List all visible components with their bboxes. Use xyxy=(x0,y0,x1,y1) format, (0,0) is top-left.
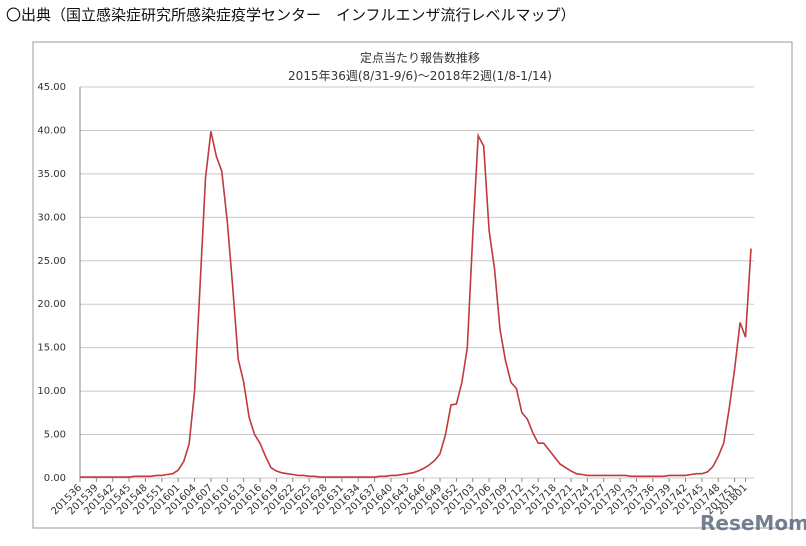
y-tick-label: 45.00 xyxy=(37,82,66,93)
y-tick-label: 35.00 xyxy=(37,169,66,180)
chart-subtitle: 2015年36週(8/31-9/6)〜2018年2週(1/8-1/14) xyxy=(288,69,552,83)
watermark: ReseMom xyxy=(700,511,806,535)
y-tick-label: 30.00 xyxy=(37,212,66,223)
y-tick-label: 20.00 xyxy=(37,299,66,310)
series-line xyxy=(80,131,752,478)
y-tick-label: 15.00 xyxy=(37,343,66,354)
y-tick-label: 10.00 xyxy=(37,386,66,397)
y-tick-label: 0.00 xyxy=(44,473,66,484)
y-tick-label: 5.00 xyxy=(44,430,66,441)
chart-title: 定点当たり報告数推移 xyxy=(360,50,480,65)
chart-frame xyxy=(32,41,793,529)
y-tick-label: 40.00 xyxy=(37,125,66,136)
header: 〇出典（国立感染症研究所感染症疫学センター インフルエンザ流行レベルマップ） xyxy=(6,6,576,24)
y-tick-label: 25.00 xyxy=(37,256,66,267)
